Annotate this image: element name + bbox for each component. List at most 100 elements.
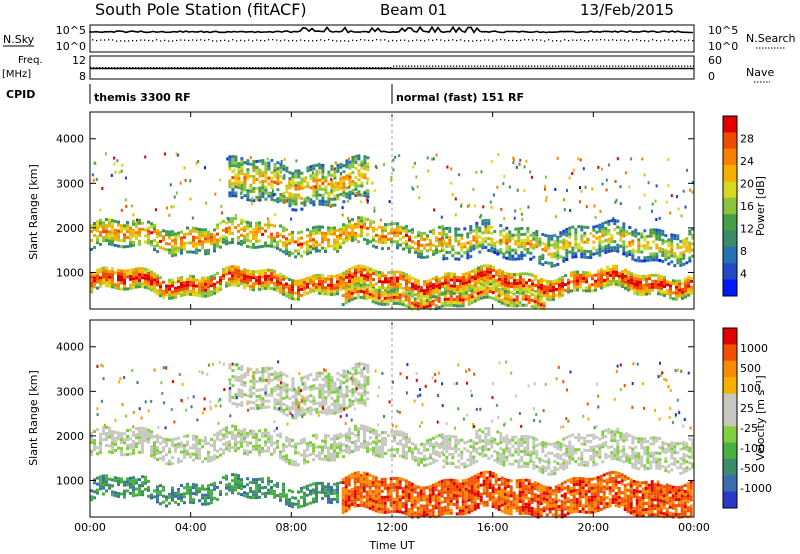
- heatmap-cell: [210, 281, 213, 285]
- heatmap-cell: [658, 437, 662, 440]
- heatmap-cell: [411, 457, 414, 461]
- heatmap-cell: [297, 279, 300, 283]
- heatmap-cell: [186, 280, 189, 284]
- heatmap-cell: [156, 458, 159, 462]
- heatmap-cell: [219, 285, 222, 288]
- heatmap-cell: [399, 277, 402, 280]
- heatmap-cell: [315, 433, 318, 437]
- heatmap-cell: [454, 197, 457, 201]
- heatmap-cell: [93, 234, 96, 237]
- heatmap-cell: [189, 277, 192, 281]
- heatmap-cell: [91, 173, 94, 177]
- nave-dot: [204, 67, 206, 69]
- heatmap-cell: [300, 171, 304, 175]
- heatmap-cell: [619, 244, 623, 248]
- heatmap-cell: [108, 432, 111, 436]
- heatmap-cell: [377, 302, 381, 306]
- heatmap-cell: [184, 178, 187, 182]
- heatmap-cell: [541, 471, 545, 474]
- heatmap-cell: [503, 217, 506, 220]
- heatmap-cell: [141, 438, 144, 442]
- heatmap-cell: [466, 250, 470, 254]
- heatmap-cell: [373, 189, 376, 193]
- heatmap-cell: [535, 465, 539, 469]
- heatmap-cell: [390, 270, 393, 274]
- heatmap-cell: [108, 284, 111, 288]
- heatmap-cell: [117, 431, 120, 435]
- heatmap-cell: [616, 457, 620, 461]
- heatmap-cell: [423, 463, 426, 467]
- heatmap-cell: [147, 437, 150, 441]
- heatmap-cell: [333, 437, 336, 441]
- heatmap-cell: [177, 445, 180, 449]
- heatmap-cell: [285, 240, 288, 244]
- heatmap-cell: [312, 443, 315, 447]
- heatmap-cell: [586, 440, 590, 443]
- heatmap-cell: [171, 251, 174, 255]
- heatmap-cell: [422, 299, 426, 303]
- heatmap-cell: [153, 441, 156, 445]
- heatmap-cell: [469, 454, 473, 458]
- heatmap-cell: [483, 270, 486, 274]
- heatmap-cell: [342, 185, 346, 189]
- heatmap-cell: [357, 439, 360, 443]
- heatmap-cell: [156, 434, 159, 438]
- heatmap-cell: [366, 232, 369, 236]
- heatmap-cell: [633, 276, 636, 280]
- heatmap-cell: [660, 286, 663, 290]
- heatmap-cell: [600, 271, 603, 275]
- heatmap-cell: [435, 287, 438, 291]
- heatmap-cell: [401, 300, 405, 304]
- heatmap-cell: [550, 442, 554, 446]
- freq-label: Freq.: [18, 55, 43, 66]
- heatmap-cell: [432, 231, 435, 235]
- heatmap-cell: [168, 236, 171, 240]
- heatmap-cell: [183, 232, 186, 236]
- heatmap-cell: [324, 440, 327, 443]
- heatmap-cell: [231, 240, 234, 244]
- heatmap-cell: [478, 250, 482, 254]
- heatmap-cell: [330, 281, 333, 284]
- heatmap-cell: [580, 457, 584, 461]
- heatmap-cell: [637, 458, 641, 462]
- heatmap-cell: [228, 241, 231, 245]
- heatmap-cell: [426, 285, 429, 289]
- heatmap-cell: [90, 247, 93, 251]
- heatmap-cell: [192, 446, 195, 450]
- heatmap-cell: [153, 245, 156, 249]
- heatmap-cell: [672, 291, 675, 295]
- heatmap-cell: [673, 457, 677, 461]
- heatmap-cell: [417, 279, 420, 283]
- heatmap-cell: [222, 219, 225, 223]
- heatmap-cell: [324, 238, 327, 241]
- heatmap-cell: [255, 282, 258, 286]
- heatmap-cell: [222, 274, 225, 278]
- heatmap-cell: [625, 432, 629, 436]
- heatmap-cell: [96, 277, 99, 281]
- heatmap-cell: [354, 187, 358, 191]
- heatmap-cell: [474, 204, 476, 208]
- heatmap-cell: [589, 253, 593, 256]
- nsearch-dot: [612, 39, 614, 41]
- heatmap-cell: [474, 283, 477, 287]
- heatmap-cell: [306, 243, 309, 247]
- heatmap-cell: [514, 447, 518, 451]
- heatmap-cell: [330, 177, 333, 181]
- heatmap-cell: [646, 240, 650, 244]
- heatmap-cell: [321, 237, 324, 241]
- heatmap-cell: [616, 219, 620, 223]
- heatmap-cell: [243, 430, 246, 434]
- heatmap-cell: [234, 179, 238, 183]
- heatmap-cell: [150, 448, 153, 452]
- nsearch-dot: [336, 40, 338, 42]
- heatmap-cell: [627, 270, 630, 274]
- heatmap-cell: [667, 253, 671, 257]
- heatmap-cell: [342, 188, 346, 192]
- heatmap-cell: [271, 189, 274, 193]
- heatmap-cell: [312, 173, 316, 177]
- heatmap-cell: [366, 446, 369, 450]
- nsearch-dot: [652, 39, 654, 41]
- heatmap-cell: [171, 254, 174, 258]
- heatmap-cell: [684, 277, 687, 281]
- heatmap-cell: [375, 227, 378, 231]
